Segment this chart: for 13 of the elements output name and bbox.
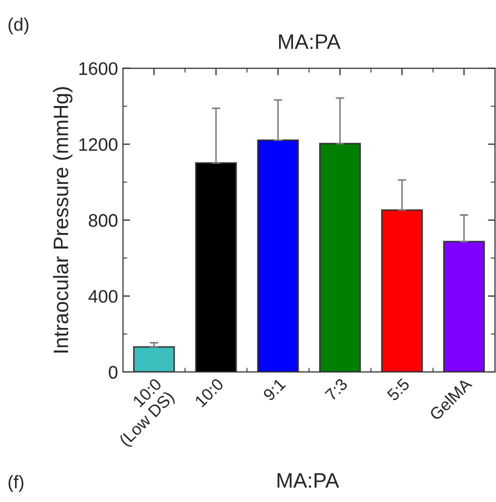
text: (f) [8, 475, 24, 492]
y-tick-label: 0 [108, 366, 118, 379]
x-tick-label: 7:3 [324, 378, 348, 402]
x-tick-label: 5:5 [386, 378, 410, 402]
text: MA:PA [278, 473, 340, 488]
y-tick-label: 1600 [79, 62, 118, 75]
y-tick-label: 1200 [79, 138, 118, 151]
y-axis-title: Intraocular Pressure (mmHg) [53, 87, 72, 352]
y-tick-label: 800 [88, 214, 118, 227]
text: (d) [8, 18, 28, 34]
y-tick-label: 400 [88, 290, 118, 303]
x-tick-label: 9:1 [262, 378, 286, 402]
chart-title: MA:PA [279, 34, 341, 49]
